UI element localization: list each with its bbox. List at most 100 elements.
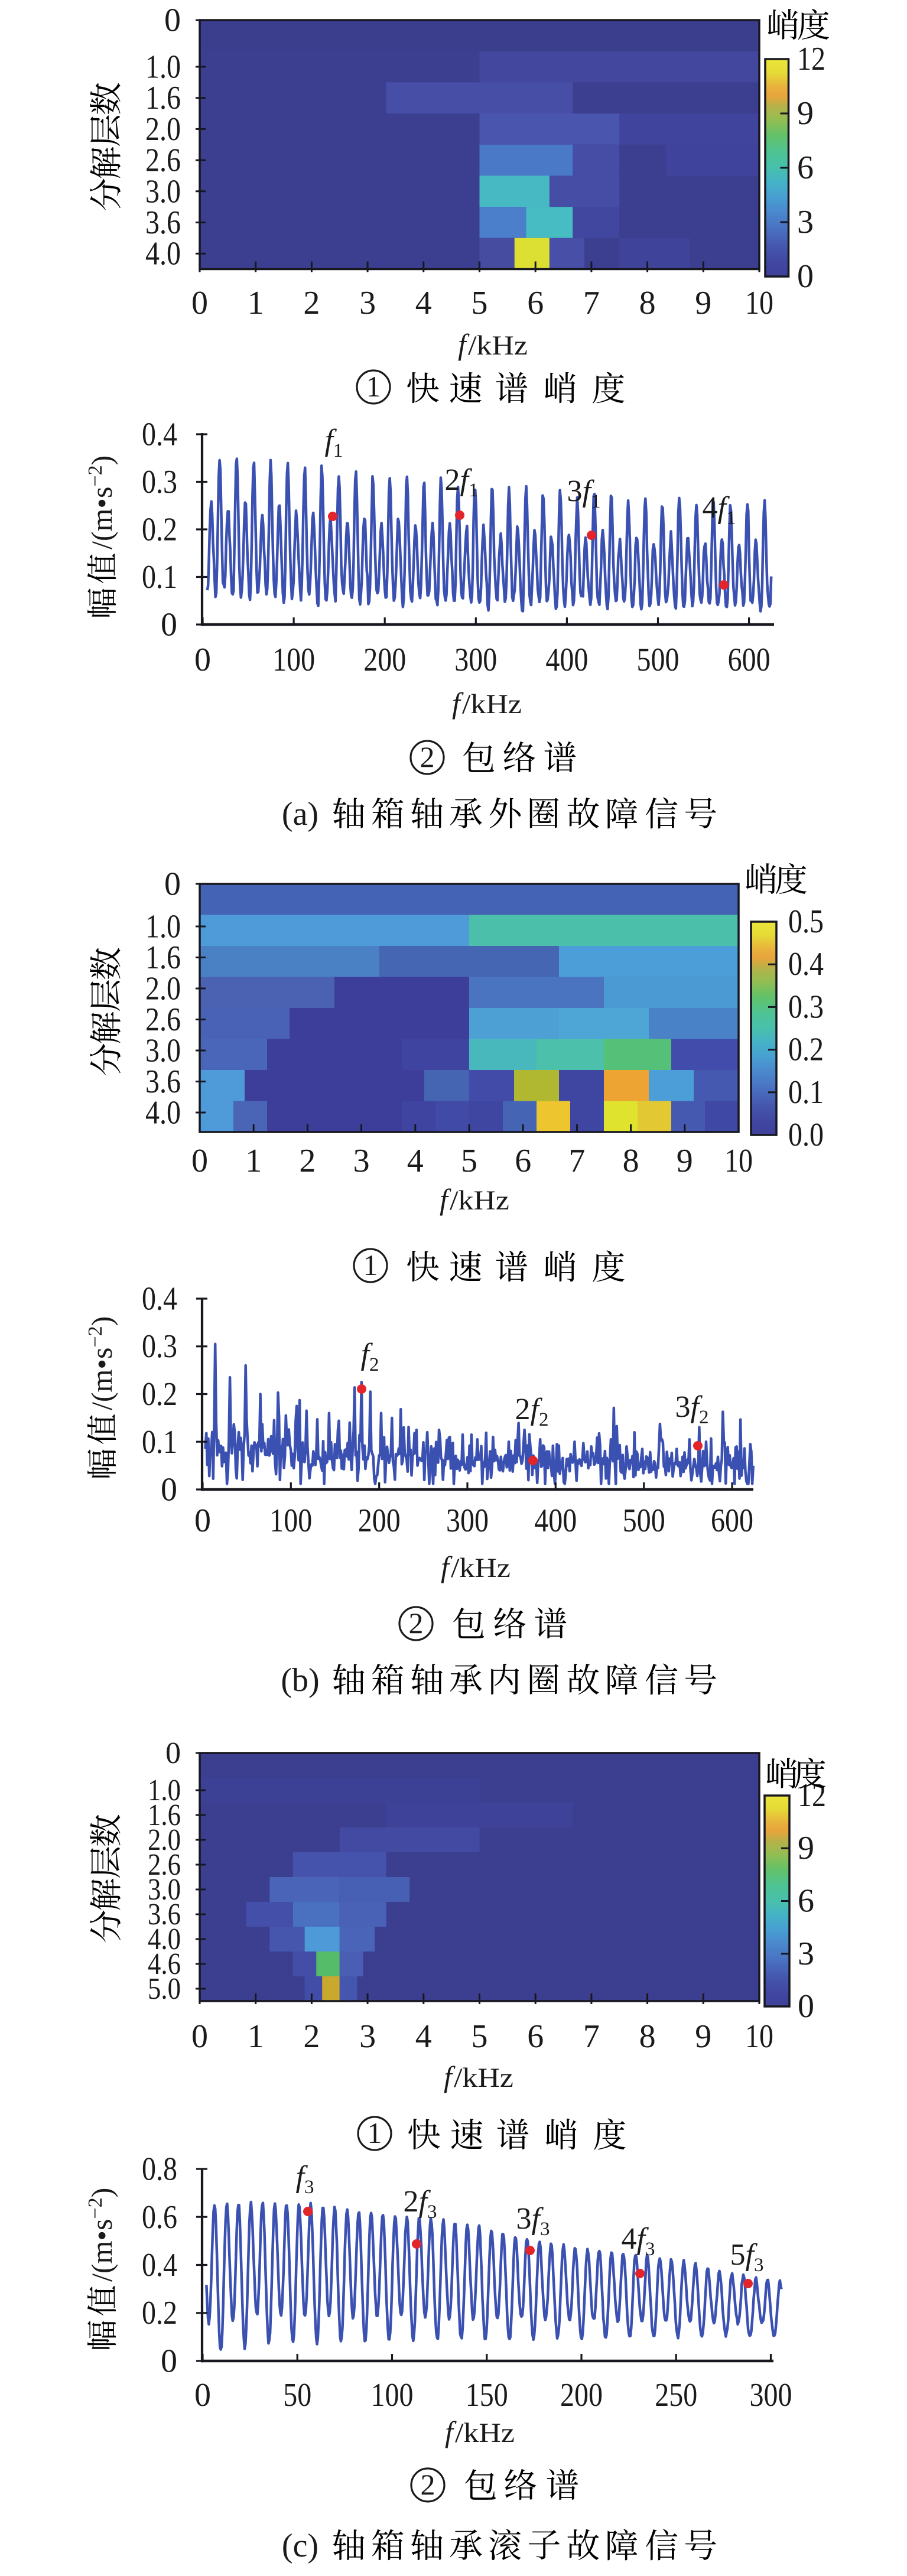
svg-text:0: 0 [161, 2343, 177, 2380]
svg-text:4.6: 4.6 [148, 1947, 181, 1981]
svg-text:0: 0 [798, 1988, 814, 2025]
svg-text:5: 5 [472, 2018, 488, 2055]
svg-text:2.6: 2.6 [145, 1001, 181, 1038]
svg-text:0.4: 0.4 [142, 2247, 177, 2284]
svg-text:/kHz: /kHz [462, 689, 522, 720]
svg-text:3: 3 [797, 204, 814, 240]
svg-text:500: 500 [623, 1502, 665, 1539]
svg-text:0: 0 [797, 258, 814, 295]
svg-text:8: 8 [639, 2018, 656, 2055]
svg-text:4.0: 4.0 [145, 1095, 181, 1131]
svg-text:1: 1 [363, 1248, 378, 1282]
svg-text:6: 6 [798, 1883, 814, 1920]
svg-text:4: 4 [415, 2018, 432, 2055]
svg-text:7: 7 [583, 2018, 600, 2055]
svg-text:2: 2 [299, 1143, 316, 1179]
svg-text:12: 12 [797, 41, 825, 77]
svg-text:0: 0 [194, 642, 211, 678]
svg-text:1.6: 1.6 [145, 80, 181, 116]
svg-text:3: 3 [798, 1936, 814, 1972]
svg-text:0: 0 [165, 1736, 181, 1770]
svg-text:300: 300 [446, 1502, 489, 1539]
svg-text:0.4: 0.4 [142, 417, 177, 453]
svg-text:400: 400 [534, 1502, 577, 1539]
svg-text:10: 10 [745, 2018, 773, 2055]
svg-text:50: 50 [283, 2377, 311, 2414]
svg-text:4.0: 4.0 [145, 236, 181, 272]
svg-text:1.6: 1.6 [145, 939, 181, 976]
svg-text:1: 1 [248, 285, 264, 321]
svg-text:0.4: 0.4 [788, 946, 824, 983]
svg-text:5: 5 [472, 285, 488, 321]
svg-text:3f1: 3f1 [567, 474, 601, 512]
svg-text:0.2: 0.2 [142, 1376, 177, 1413]
svg-text:300: 300 [454, 642, 497, 678]
svg-text:0.8: 0.8 [142, 2151, 177, 2188]
svg-text:300: 300 [750, 2377, 792, 2414]
svg-text:(c): (c) [282, 2528, 318, 2564]
svg-text:9: 9 [677, 1143, 693, 1179]
svg-text:400: 400 [545, 642, 588, 678]
svg-text:0.3: 0.3 [788, 988, 824, 1025]
svg-text:0: 0 [164, 866, 181, 903]
svg-text:8: 8 [639, 285, 656, 321]
svg-text:6: 6 [527, 285, 544, 321]
svg-text:0.4: 0.4 [142, 1281, 177, 1318]
svg-text:150: 150 [466, 2377, 508, 2414]
svg-text:0: 0 [194, 1502, 211, 1539]
svg-text:1.0: 1.0 [148, 1774, 181, 1807]
svg-text:9: 9 [695, 2018, 711, 2055]
svg-text:0.3: 0.3 [142, 464, 177, 500]
svg-text:2: 2 [421, 2468, 435, 2501]
svg-text:6: 6 [527, 2018, 544, 2055]
svg-text:2: 2 [420, 740, 435, 773]
svg-text:0: 0 [194, 2377, 211, 2414]
svg-text:/kHz: /kHz [451, 1553, 511, 1583]
svg-text:5.0: 5.0 [148, 1972, 181, 2006]
svg-text:2f3: 2f3 [404, 2185, 437, 2223]
svg-text:10: 10 [745, 285, 773, 321]
svg-text:(b): (b) [281, 1662, 319, 1699]
svg-text:3.6: 3.6 [145, 1063, 181, 1100]
svg-text:0.5: 0.5 [788, 903, 824, 940]
svg-text:1: 1 [366, 370, 381, 403]
svg-text:/kHz: /kHz [450, 1185, 509, 1216]
svg-text:600: 600 [711, 1502, 753, 1539]
svg-text:2: 2 [303, 2018, 320, 2055]
svg-text:0: 0 [164, 2, 181, 39]
svg-text:100: 100 [272, 642, 315, 678]
svg-text:7: 7 [568, 1143, 585, 1179]
svg-text:0.1: 0.1 [788, 1074, 824, 1111]
svg-text:0: 0 [191, 2018, 208, 2055]
svg-text:/kHz: /kHz [468, 330, 528, 361]
svg-text:500: 500 [637, 642, 680, 678]
svg-text:2.6: 2.6 [148, 1848, 181, 1882]
svg-text:250: 250 [655, 2377, 697, 2414]
svg-text:100: 100 [371, 2377, 414, 2414]
svg-text:2.0: 2.0 [145, 971, 181, 1007]
svg-text:3: 3 [359, 2018, 376, 2055]
svg-text:1: 1 [245, 1143, 262, 1179]
svg-text:2.6: 2.6 [145, 142, 181, 179]
svg-text:4: 4 [407, 1143, 424, 1179]
svg-text:1: 1 [368, 2116, 382, 2149]
svg-text:6: 6 [797, 149, 814, 186]
svg-text:3: 3 [353, 1143, 370, 1179]
svg-text:3.6: 3.6 [145, 204, 181, 241]
svg-text:(a): (a) [282, 796, 318, 832]
svg-text:2: 2 [303, 285, 320, 321]
svg-text:0.1: 0.1 [142, 559, 177, 596]
svg-text:9: 9 [798, 1830, 814, 1866]
svg-text:0.2: 0.2 [788, 1032, 824, 1068]
svg-text:1.0: 1.0 [145, 49, 181, 86]
svg-text:8: 8 [623, 1143, 639, 1179]
svg-text:0.2: 0.2 [142, 2295, 177, 2331]
svg-text:600: 600 [728, 642, 771, 678]
svg-text:0: 0 [191, 285, 208, 321]
svg-text:0.2: 0.2 [142, 512, 177, 548]
svg-text:3.0: 3.0 [145, 173, 181, 210]
svg-text:10: 10 [724, 1143, 753, 1179]
svg-text:3.0: 3.0 [148, 1873, 181, 1907]
svg-text:3f2: 3f2 [675, 1390, 709, 1428]
svg-text:5: 5 [461, 1143, 477, 1179]
